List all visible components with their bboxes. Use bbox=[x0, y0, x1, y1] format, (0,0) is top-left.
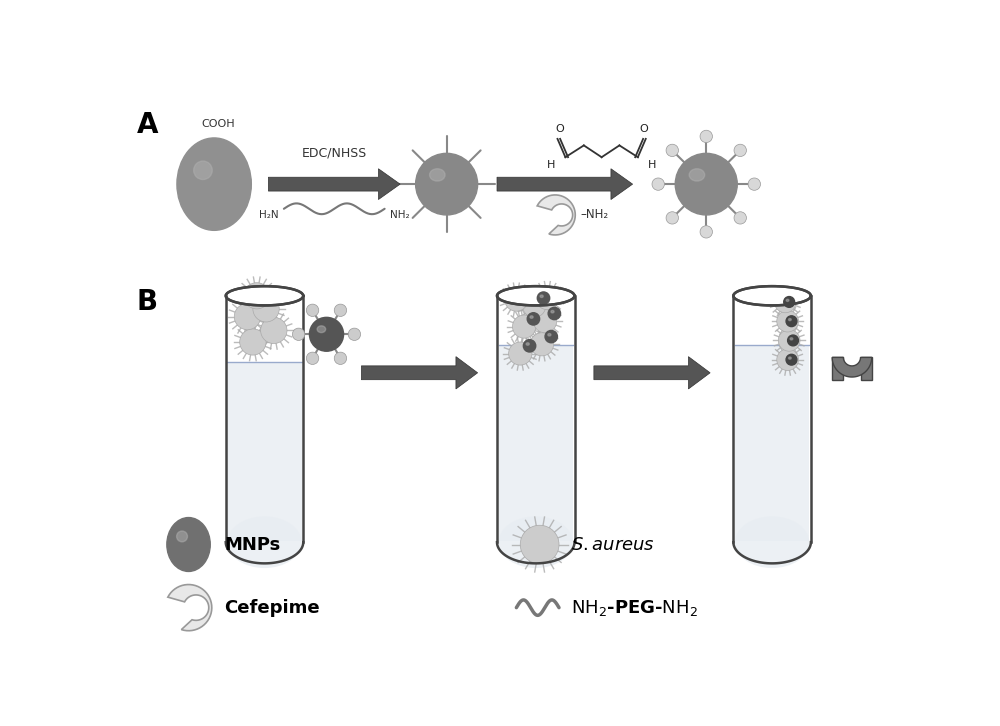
Ellipse shape bbox=[733, 286, 811, 306]
Bar bbox=[735, 345, 809, 541]
Ellipse shape bbox=[194, 161, 212, 179]
Polygon shape bbox=[832, 357, 872, 377]
Circle shape bbox=[253, 295, 279, 322]
Circle shape bbox=[334, 304, 347, 317]
Text: O: O bbox=[639, 124, 648, 134]
Ellipse shape bbox=[177, 138, 251, 230]
Circle shape bbox=[292, 328, 305, 340]
Circle shape bbox=[652, 178, 664, 190]
Text: Cefepime: Cefepime bbox=[224, 599, 320, 616]
Polygon shape bbox=[594, 356, 710, 389]
Text: COOH: COOH bbox=[201, 118, 235, 129]
Ellipse shape bbox=[784, 296, 795, 307]
Ellipse shape bbox=[786, 316, 797, 327]
Ellipse shape bbox=[226, 515, 303, 569]
Ellipse shape bbox=[551, 311, 554, 313]
Circle shape bbox=[505, 288, 528, 311]
Ellipse shape bbox=[497, 515, 574, 569]
Ellipse shape bbox=[735, 516, 809, 568]
Ellipse shape bbox=[497, 286, 574, 306]
Text: A: A bbox=[137, 111, 158, 139]
Circle shape bbox=[777, 349, 798, 370]
Circle shape bbox=[512, 315, 536, 338]
Circle shape bbox=[240, 329, 266, 355]
Polygon shape bbox=[537, 195, 575, 235]
Bar bbox=[733, 295, 811, 542]
Polygon shape bbox=[497, 168, 633, 200]
Circle shape bbox=[778, 330, 800, 351]
Circle shape bbox=[348, 328, 361, 340]
Text: $\it{S. aureus}$: $\it{S. aureus}$ bbox=[571, 536, 655, 553]
Text: O: O bbox=[555, 124, 564, 134]
Ellipse shape bbox=[416, 153, 478, 215]
Ellipse shape bbox=[167, 518, 210, 571]
Circle shape bbox=[700, 226, 712, 238]
Circle shape bbox=[777, 311, 798, 332]
Circle shape bbox=[244, 282, 270, 309]
Ellipse shape bbox=[226, 286, 303, 306]
Circle shape bbox=[520, 525, 559, 564]
Circle shape bbox=[734, 212, 746, 224]
Circle shape bbox=[748, 178, 761, 190]
Ellipse shape bbox=[526, 343, 529, 346]
Text: H: H bbox=[648, 160, 657, 171]
Circle shape bbox=[334, 352, 347, 364]
Ellipse shape bbox=[227, 516, 302, 568]
Text: H₂N: H₂N bbox=[259, 211, 278, 220]
Circle shape bbox=[533, 310, 557, 333]
Bar bbox=[497, 295, 574, 542]
Circle shape bbox=[774, 291, 796, 313]
Bar bbox=[227, 362, 302, 541]
Ellipse shape bbox=[527, 313, 540, 325]
Circle shape bbox=[509, 342, 532, 365]
Circle shape bbox=[261, 317, 287, 343]
Ellipse shape bbox=[430, 168, 445, 181]
Circle shape bbox=[666, 144, 678, 157]
Ellipse shape bbox=[689, 168, 705, 181]
Bar bbox=[861, 357, 872, 380]
Ellipse shape bbox=[177, 531, 187, 542]
Polygon shape bbox=[168, 584, 212, 631]
Polygon shape bbox=[361, 356, 478, 389]
Ellipse shape bbox=[317, 326, 326, 333]
Ellipse shape bbox=[789, 319, 791, 321]
Text: $\mathrm{NH_2}$-PEG-$\mathrm{NH_2}$: $\mathrm{NH_2}$-PEG-$\mathrm{NH_2}$ bbox=[571, 597, 697, 618]
Circle shape bbox=[700, 130, 712, 142]
Ellipse shape bbox=[537, 292, 550, 304]
Ellipse shape bbox=[675, 153, 737, 215]
Bar bbox=[832, 357, 843, 380]
Ellipse shape bbox=[548, 333, 551, 336]
Ellipse shape bbox=[548, 307, 561, 319]
Ellipse shape bbox=[309, 317, 344, 351]
Ellipse shape bbox=[545, 330, 557, 343]
Circle shape bbox=[306, 352, 319, 364]
Circle shape bbox=[523, 294, 546, 317]
Circle shape bbox=[536, 287, 559, 310]
Text: B: B bbox=[137, 288, 158, 316]
Ellipse shape bbox=[790, 338, 793, 340]
Text: EDC/NHSS: EDC/NHSS bbox=[302, 147, 367, 160]
Bar bbox=[499, 345, 573, 541]
Ellipse shape bbox=[530, 316, 533, 318]
Circle shape bbox=[666, 212, 678, 224]
Circle shape bbox=[734, 144, 746, 157]
Text: MNPs: MNPs bbox=[224, 536, 280, 553]
Polygon shape bbox=[268, 168, 400, 200]
Text: H: H bbox=[547, 160, 555, 171]
Text: NH₂: NH₂ bbox=[390, 211, 410, 220]
Bar bbox=[226, 295, 303, 542]
Ellipse shape bbox=[786, 299, 789, 301]
Text: –NH₂: –NH₂ bbox=[581, 208, 609, 221]
Ellipse shape bbox=[786, 354, 797, 365]
Circle shape bbox=[530, 333, 554, 356]
Ellipse shape bbox=[733, 515, 811, 569]
Circle shape bbox=[234, 303, 261, 330]
Ellipse shape bbox=[523, 340, 536, 352]
Circle shape bbox=[306, 304, 319, 317]
Ellipse shape bbox=[789, 357, 791, 359]
Ellipse shape bbox=[499, 516, 573, 568]
Ellipse shape bbox=[788, 335, 798, 346]
Ellipse shape bbox=[540, 295, 543, 298]
